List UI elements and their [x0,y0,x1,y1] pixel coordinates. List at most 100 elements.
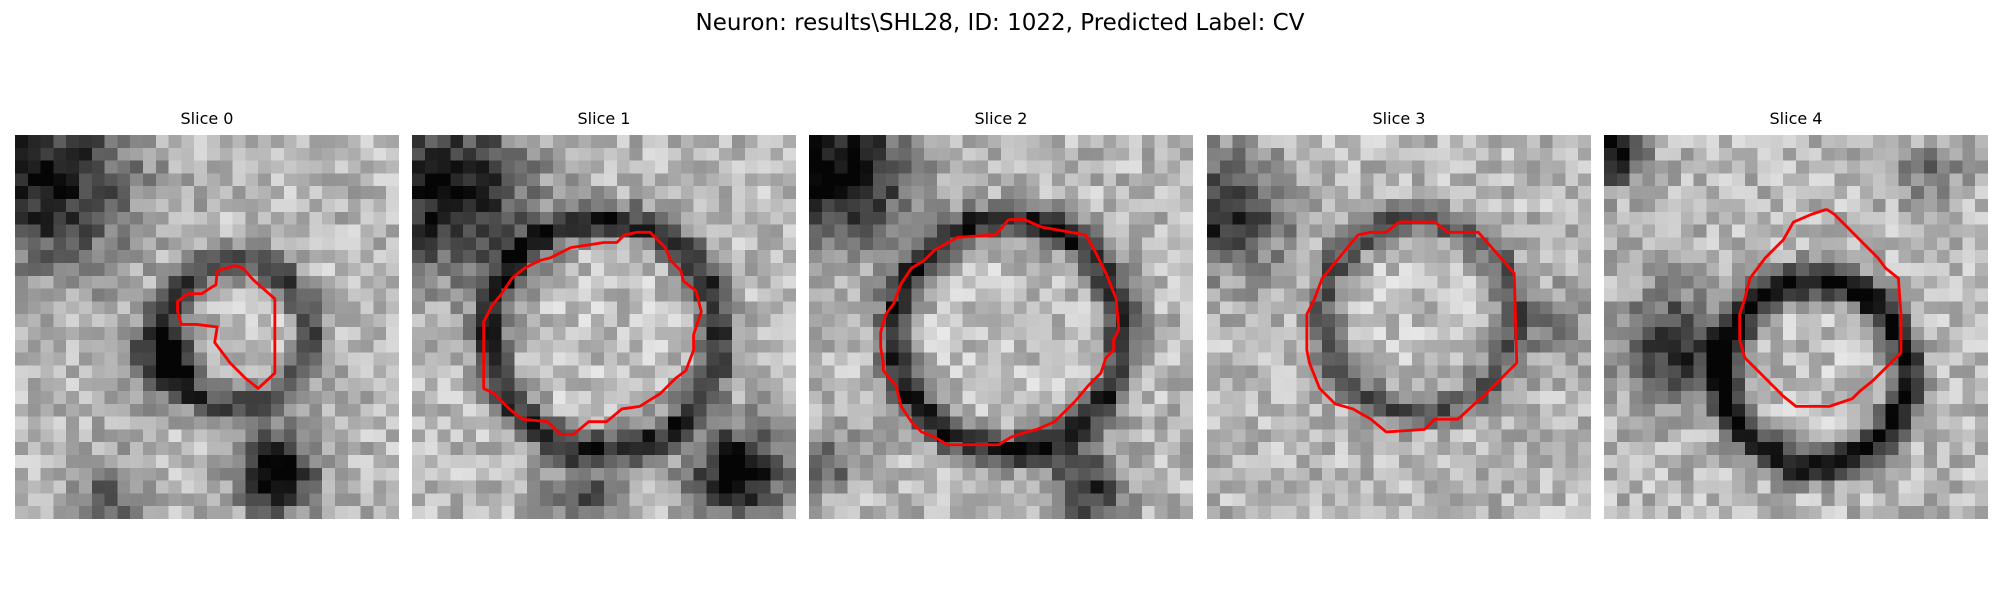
pixel [565,199,580,213]
pixel [1360,314,1375,328]
pixel [1578,250,1591,264]
pixel [1013,160,1028,175]
pixel [91,288,106,303]
pixel [1437,301,1451,315]
pixel [283,147,298,162]
pixel [1693,327,1708,341]
pixel [130,199,144,213]
pixel [732,455,746,469]
pixel [1732,403,1746,418]
pixel [322,365,336,379]
pixel [488,455,503,469]
pixel [296,173,311,187]
pixel [1219,327,1234,341]
pixel [40,186,55,200]
pixel [1642,288,1656,303]
pixel [104,327,119,341]
pixel [1373,442,1387,456]
pixel [1129,147,1143,162]
pixel [53,173,67,187]
pixel [1399,301,1413,315]
pixel [668,275,682,290]
pixel [1616,186,1631,200]
pixel [527,378,541,392]
pixel [1872,301,1887,315]
pixel [155,314,170,328]
pixel [668,391,682,405]
pixel [1962,211,1976,226]
pixel [565,288,580,303]
pixel [424,403,439,418]
pixel [834,467,849,482]
pixel [1770,352,1784,367]
pixel [1783,135,1797,149]
pixel [1309,391,1323,405]
pixel [1077,480,1092,495]
pixel [1090,314,1105,328]
pixel [450,391,464,405]
pixel [1821,339,1836,354]
pixel [91,416,106,431]
pixel [1949,442,1964,456]
pixel [1207,493,1221,507]
pixel [706,480,720,495]
pixel [1052,480,1066,495]
pixel [232,250,247,264]
pixel [949,365,964,379]
pixel [1360,301,1375,315]
pixel [1386,455,1400,469]
pixel [1885,506,1900,519]
pixel [821,378,836,392]
pixel [488,365,503,379]
pixel [1283,352,1298,367]
pixel [463,378,477,392]
pixel [412,391,426,405]
pixel [885,147,900,162]
pixel [783,429,796,443]
pixel [873,135,887,149]
pixel [1411,147,1426,162]
pixel [770,352,784,367]
pixel [1552,506,1567,519]
pixel [860,314,874,328]
pixel [27,442,42,456]
pixel [847,224,861,239]
pixel [1962,147,1976,162]
pixel [245,314,259,328]
pixel [1578,378,1591,392]
pixel [1077,147,1092,162]
pixel [1488,480,1503,495]
pixel [66,250,80,264]
pixel [988,301,1002,315]
pixel [783,480,796,495]
pixel [680,378,695,392]
pixel [1770,455,1784,469]
pixel [975,365,989,379]
pixel [1399,416,1413,431]
pixel [245,160,259,175]
pixel [885,250,900,264]
pixel [207,455,221,469]
pixel [1616,352,1631,367]
pixel [552,416,567,431]
pixel [1283,416,1298,431]
pixel [117,224,131,239]
pixel [1411,391,1426,405]
pixel [732,186,746,200]
pixel [322,301,336,315]
pixel [27,211,42,226]
pixel [565,301,580,315]
pixel [1450,263,1464,277]
pixel [1539,186,1554,200]
pixel [15,480,29,495]
pixel [168,237,183,251]
pixel [1834,301,1848,315]
pixel [117,160,131,175]
pixel [15,275,29,290]
pixel [1258,455,1272,469]
pixel [1424,506,1439,519]
pixel [1065,416,1079,431]
pixel [1065,173,1079,187]
pixel [1936,275,1951,290]
pixel [1604,480,1618,495]
